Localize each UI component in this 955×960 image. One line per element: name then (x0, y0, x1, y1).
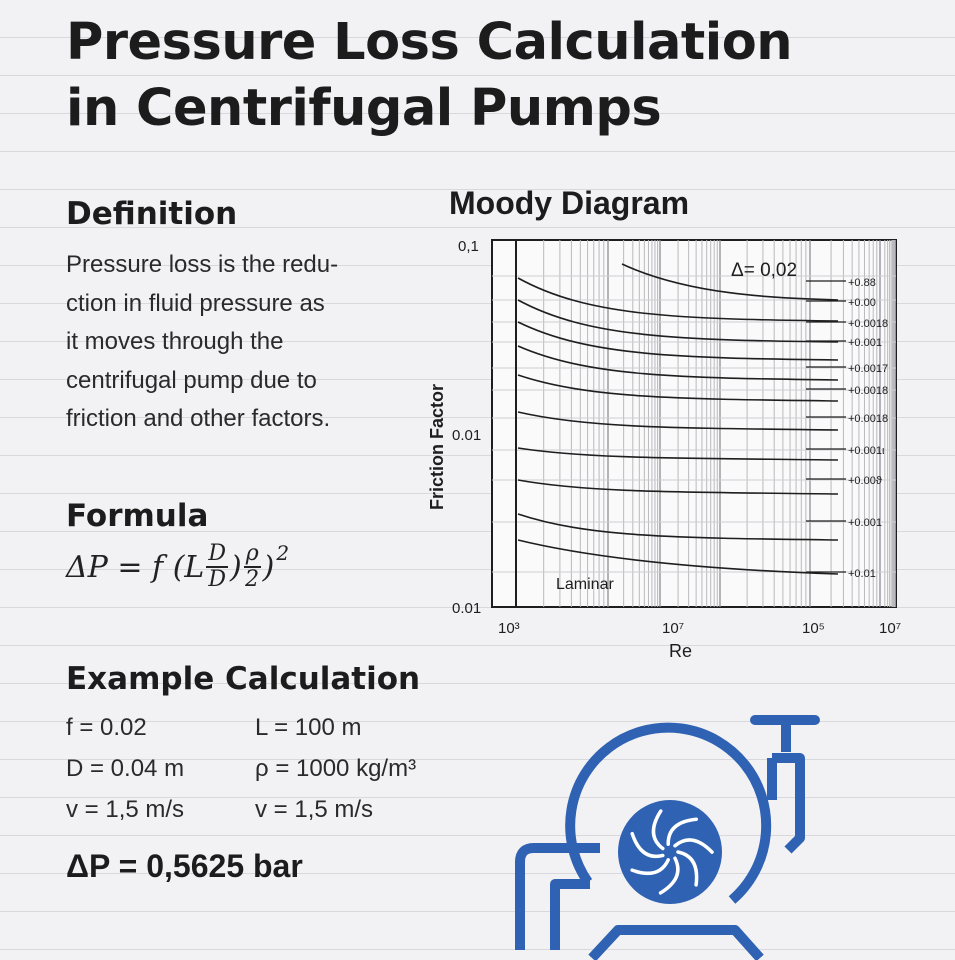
formula-exponent: 2 (276, 541, 290, 565)
impeller-blades (630, 809, 714, 895)
friction-curve (517, 277, 839, 322)
y-axis-label: Friction Factor (427, 384, 447, 510)
curve-label: +0.00ϑ (848, 475, 882, 487)
impeller-blade (651, 809, 665, 851)
friction-curves (517, 263, 839, 575)
roughness-annotation: Δ= 0,02 (731, 260, 797, 281)
curve-label: +0.001 (848, 517, 882, 529)
friction-curve (517, 411, 839, 431)
definition-line: friction and other factors. (66, 405, 331, 432)
formula-expression: ΔP = f (L D D ) ρ 2 ) 2 (66, 541, 290, 592)
friction-curve (517, 447, 839, 461)
definition-text: Pressure loss is the redu- ction in flui… (66, 246, 396, 439)
title-line-2: in Centrifugal Pumps (66, 79, 662, 138)
centrifugal-pump-icon (515, 715, 820, 960)
curve-label: +0.00 (848, 297, 876, 309)
example-value: L = 100 m (255, 714, 362, 741)
friction-curve (517, 479, 839, 495)
example-heading: Example Calculation (66, 661, 421, 697)
curve-label: +0.01 (848, 568, 876, 580)
impeller-blade (673, 838, 714, 854)
friction-curve (621, 263, 839, 301)
x-axis-label: Re (669, 641, 692, 661)
example-value: v = 1,5 m/s (66, 796, 185, 823)
impeller-blade (666, 817, 699, 846)
definition-line: Pressure loss is the redu- (66, 251, 339, 278)
chart-title: Moody Diagram (449, 185, 689, 221)
curve-label: +0.0017 (848, 363, 888, 375)
plot-area (491, 239, 897, 608)
friction-curve (517, 539, 839, 575)
example-value: f = 0.02 (66, 714, 147, 741)
x-tick-label: 10⁷ (662, 620, 684, 637)
impeller-blade (658, 856, 680, 895)
suction-pipe (515, 843, 600, 950)
example-value: D = 0.04 m (66, 755, 185, 782)
fraction-numerator: ρ (243, 541, 261, 568)
formula-fraction-rho: ρ 2 (243, 541, 261, 592)
formula-heading: Formula (66, 498, 209, 534)
curve-label: +0.88 (848, 277, 876, 289)
impeller-icon (618, 800, 722, 904)
y-tick-label: 0,1 (458, 238, 479, 255)
impeller-blade (630, 831, 665, 859)
example-result: ΔP = 0,5625 bar (66, 848, 303, 884)
formula-fraction-d: D D (206, 542, 228, 592)
definition-line: centrifugal pump due to (66, 366, 317, 394)
x-tick-label: 10⁵ (802, 620, 825, 637)
x-tick-label: 10³ (498, 620, 520, 637)
friction-curve (517, 321, 839, 361)
formula-lhs: ΔP = f (L (66, 549, 205, 585)
y-tick-label: 0.01 (452, 427, 481, 444)
definition-line: it moves through the (66, 328, 284, 355)
impeller-blade (676, 850, 699, 887)
friction-curve (517, 299, 839, 343)
laminar-label: Laminar (556, 576, 614, 593)
definition-line: ction in fluid pressure as (66, 289, 325, 317)
page-title: Pressure Loss Calculation in Centrifugal… (66, 10, 793, 142)
curve-label: +0.0018 (848, 385, 888, 397)
y-tick-label: 0.01 (452, 600, 481, 617)
curve-labels: +0.88 +0.00 +0.0018 +0.001 +0.0017 +0.0018 +0.… (806, 277, 888, 580)
curve-label: +0.001 (848, 337, 882, 349)
pump-casing (565, 722, 772, 904)
pump-base (588, 925, 764, 960)
discharge-pipe (767, 753, 805, 854)
title-line-1: Pressure Loss Calculation (66, 13, 793, 72)
example-value: v = 1,5 m/s (255, 796, 374, 823)
fraction-numerator: D (206, 541, 228, 568)
curve-label: +0.0018 (848, 413, 888, 425)
formula-paren: ) (262, 549, 275, 585)
x-tick-label: 10⁷ (879, 620, 901, 637)
fraction-denominator: D (208, 567, 226, 592)
friction-curve (517, 345, 839, 381)
formula-paren: ) (229, 549, 242, 585)
friction-curve (517, 513, 839, 541)
curve-label: +0.001ι (848, 445, 885, 457)
definition-heading: Definition (66, 196, 238, 232)
curve-label: +0.0018 (848, 318, 888, 330)
fraction-denominator: 2 (245, 567, 260, 592)
example-value: ρ = 1000 kg/m³ (255, 755, 417, 782)
impeller-blade (630, 858, 670, 876)
friction-curve (517, 374, 839, 402)
